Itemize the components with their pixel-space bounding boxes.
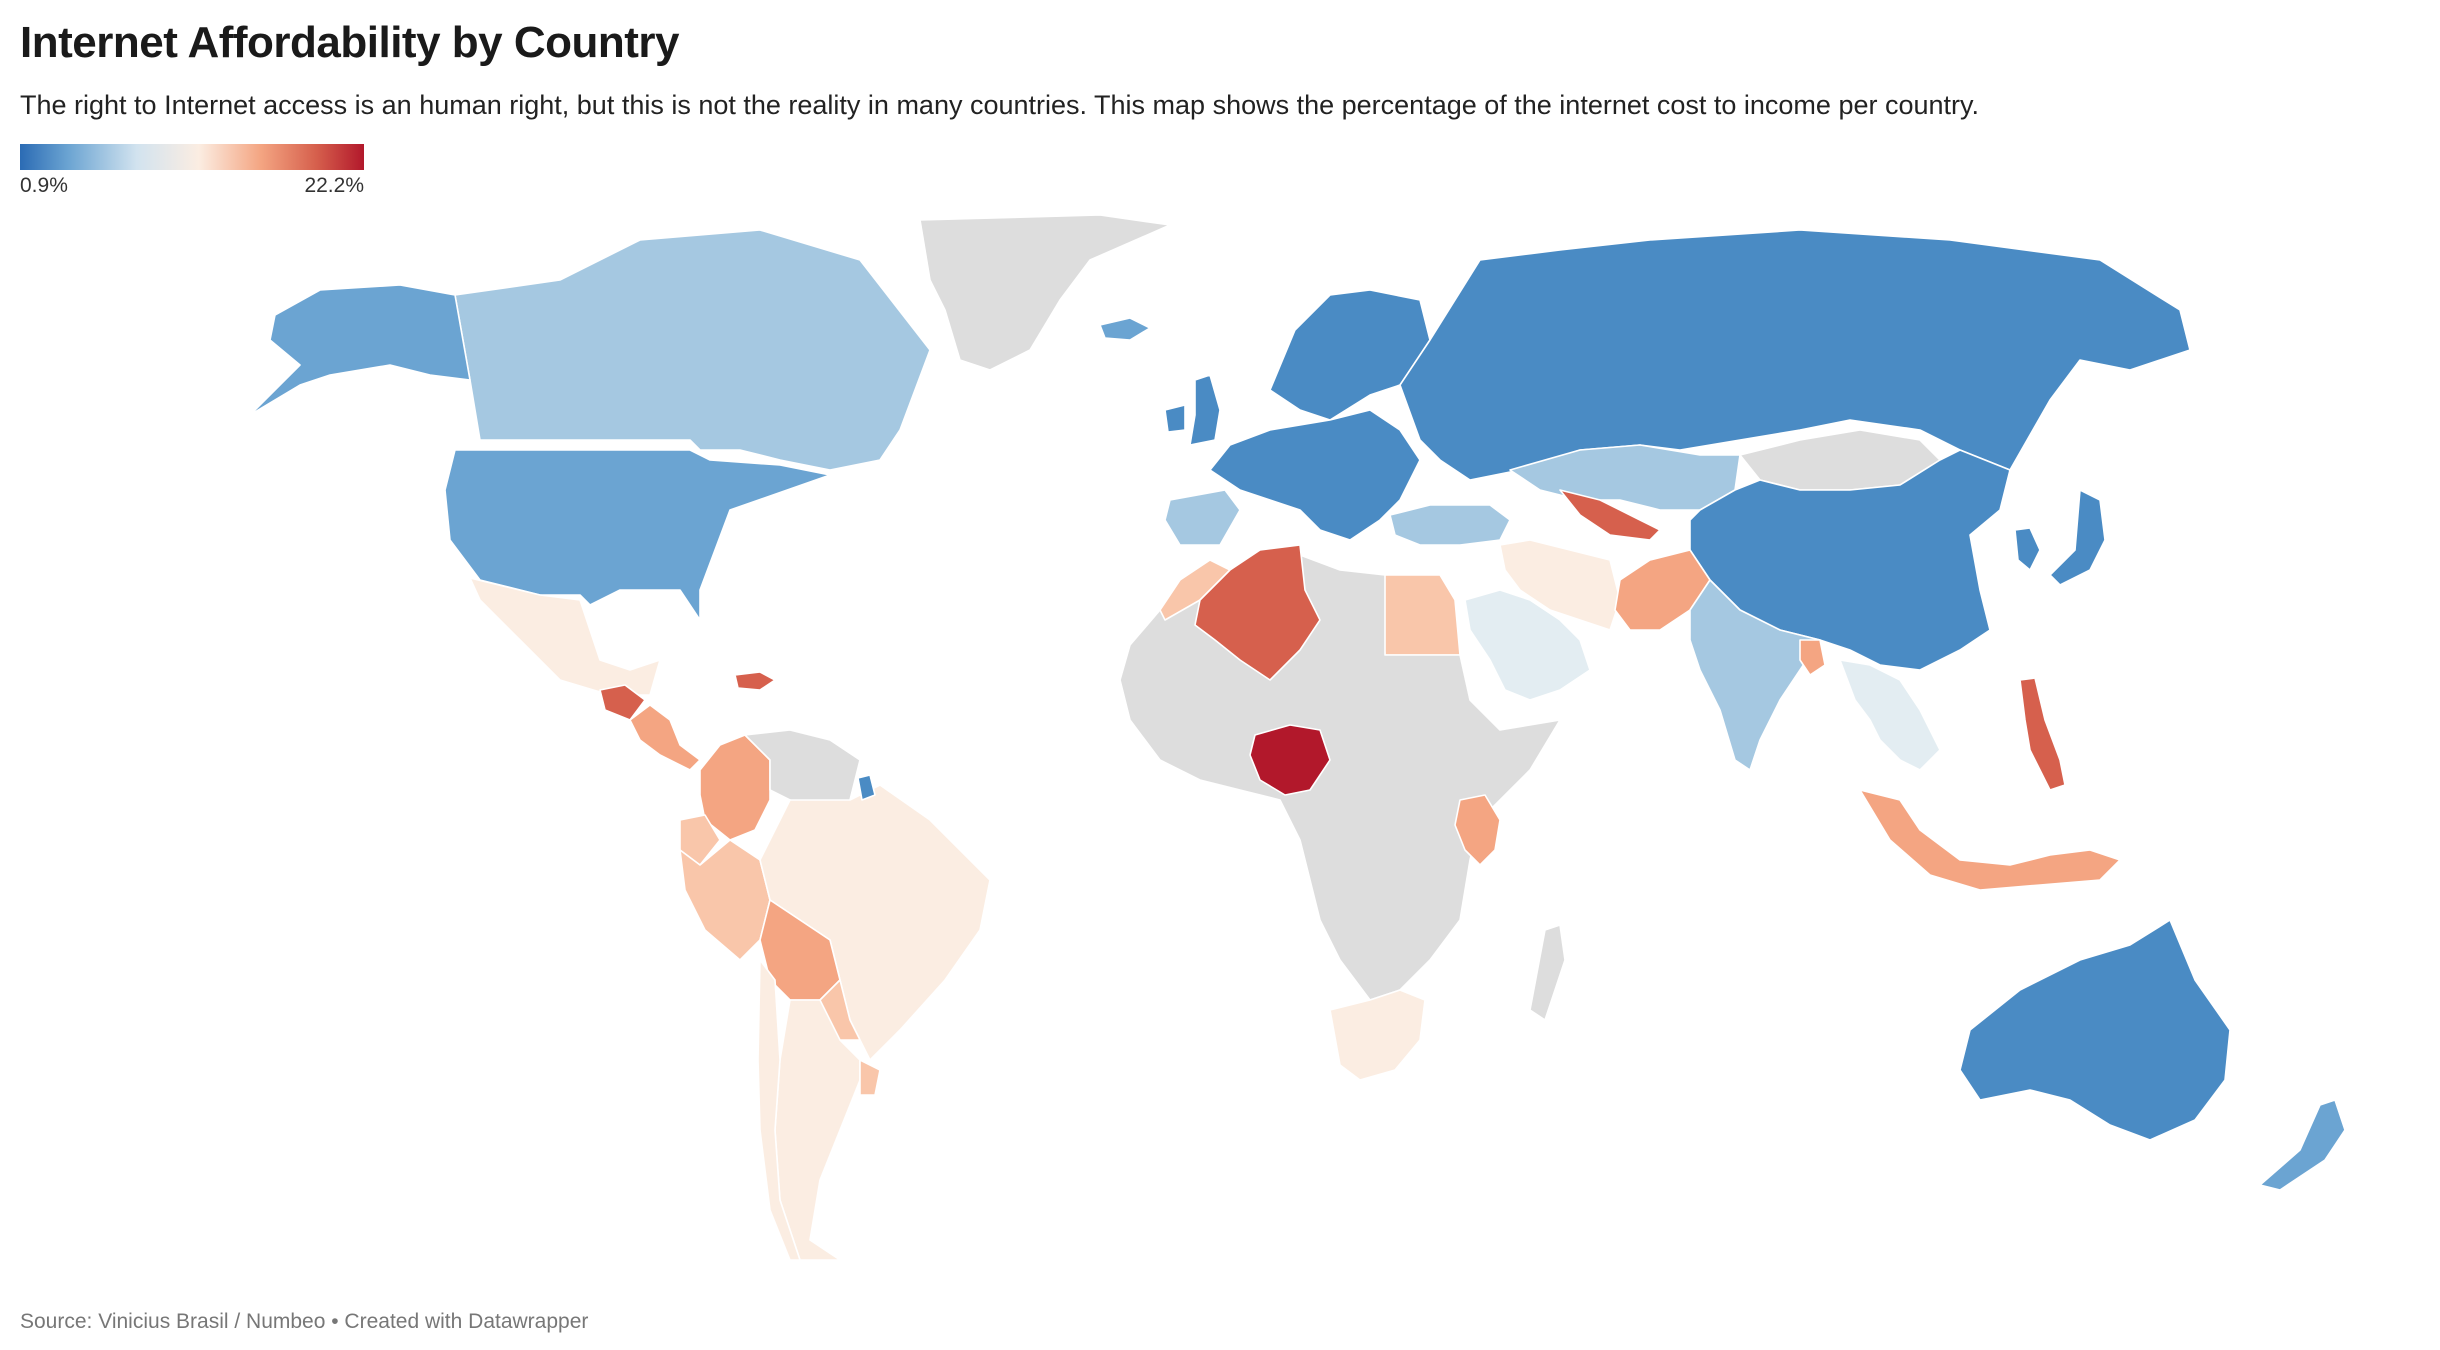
region-canada[interactable]: Canada xyxy=(454,229,931,471)
legend-labels: 0.9% 22.2% xyxy=(20,174,364,200)
region-iceland[interactable]: Iceland xyxy=(1099,317,1151,341)
region-madagascar[interactable]: Madagascar xyxy=(1529,924,1566,1021)
world-map[interactable]: Greenland Canada Alaska United States Me… xyxy=(0,200,2440,1280)
region-ireland[interactable]: Ireland xyxy=(1164,404,1186,433)
region-southeast-asia[interactable]: Southeast Asia xyxy=(1839,659,1941,771)
region-uzbekistan[interactable]: Uzbekistan xyxy=(1559,489,1661,541)
region-japan[interactable]: Japan xyxy=(2049,489,2106,586)
color-legend: 0.9% 22.2% xyxy=(20,144,364,200)
region-guatemala[interactable]: Guatemala xyxy=(599,684,646,721)
map-subtitle: The right to Internet access is an human… xyxy=(20,90,1980,120)
map-title: Internet Affordability by Country xyxy=(20,18,680,67)
region-europe[interactable]: Europe xyxy=(1209,409,1421,541)
region-korea[interactable]: Korea xyxy=(2014,527,2041,571)
region-central-america[interactable]: Central America xyxy=(629,704,701,771)
region-spain[interactable]: Spain xyxy=(1164,489,1241,546)
region-mexico[interactable]: Mexico xyxy=(469,577,661,696)
region-dominican-republic[interactable]: Dominican Republic xyxy=(734,671,776,691)
region-united-kingdom[interactable]: United Kingdom xyxy=(1189,374,1221,446)
region-nigeria[interactable]: Nigeria xyxy=(1249,724,1331,796)
region-chile[interactable]: Chile xyxy=(757,959,801,1261)
region-bangladesh[interactable]: Bangladesh xyxy=(1799,639,1826,676)
region-africa[interactable]: Africa xyxy=(1119,554,1561,1001)
region-colombia[interactable]: Colombia xyxy=(699,734,771,841)
region-india[interactable]: India xyxy=(1689,579,1821,771)
legend-gradient-bar xyxy=(20,144,364,170)
region-philippines[interactable]: Philippines xyxy=(2019,677,2066,791)
region-australia[interactable]: Australia xyxy=(1959,919,2231,1141)
region-saudi-arabia[interactable]: Saudi Arabia xyxy=(1464,589,1591,701)
region-new-zealand[interactable]: New Zealand xyxy=(2259,1099,2346,1191)
region-kenya[interactable]: Kenya xyxy=(1454,794,1501,866)
legend-min-label: 0.9% xyxy=(20,174,68,197)
region-united-states[interactable]: United States xyxy=(444,449,831,621)
region-turkey[interactable]: Turkey xyxy=(1389,504,1511,546)
region-iran[interactable]: Iran xyxy=(1499,539,1621,631)
region-french-guiana[interactable]: French Guiana xyxy=(857,774,876,801)
region-egypt[interactable]: Egypt xyxy=(1379,574,1461,656)
legend-max-label: 22.2% xyxy=(304,174,364,197)
region-algeria[interactable]: Algeria xyxy=(1194,544,1321,681)
region-alaska[interactable]: Alaska xyxy=(249,284,471,416)
region-south-africa[interactable]: South Africa xyxy=(1329,989,1426,1081)
region-ecuador[interactable]: Ecuador xyxy=(679,814,721,866)
region-indonesia[interactable]: Indonesia xyxy=(1859,789,2121,891)
region-uruguay[interactable]: Uruguay xyxy=(859,1059,881,1096)
region-greenland[interactable]: Greenland xyxy=(919,214,1171,371)
source-credit: Source: Vinicius Brasil / Numbeo • Creat… xyxy=(20,1310,589,1333)
